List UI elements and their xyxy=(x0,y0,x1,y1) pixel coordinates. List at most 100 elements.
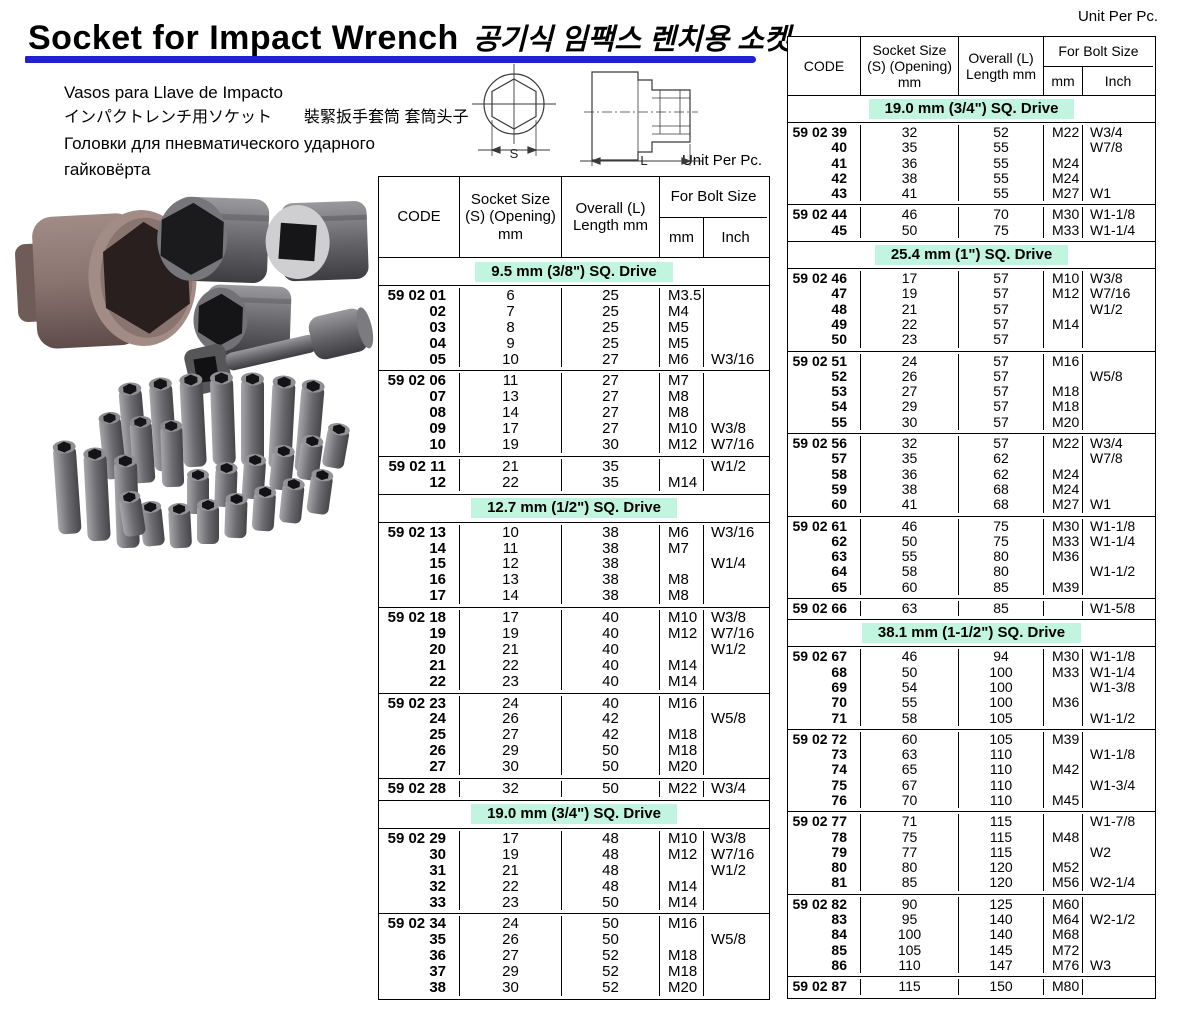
bolt-mm-cell: M33 xyxy=(1044,533,1083,550)
socket-size-cell: 58 xyxy=(861,564,959,580)
overall-length-cell: 40 xyxy=(562,610,660,627)
socket-size-cell: 13 xyxy=(460,572,562,589)
bolt-inch-cell: W5/8 xyxy=(1090,367,1123,384)
bolt-mm-cell: M20 xyxy=(660,980,704,996)
overall-length-cell: 57 xyxy=(959,316,1044,333)
drive-section-label: 19.0 mm (3/4") SQ. Drive xyxy=(868,99,1075,119)
bolt-inch-cell: W7/16 xyxy=(1090,285,1131,302)
bolt-mm-cell xyxy=(1044,332,1083,348)
socket-size-cell: 110 xyxy=(861,957,959,974)
bolt-inch-cell: W1 xyxy=(1090,185,1111,202)
header-bolt-size: For Bolt Size mm Inch xyxy=(660,177,767,257)
table-row: 24 26 42 W5/8 xyxy=(379,711,769,728)
table-row: 41 36 55 M24 xyxy=(788,155,1155,171)
bolt-mm-cell: M39 xyxy=(1044,579,1083,596)
bolt-inch-cell xyxy=(1083,927,1153,942)
bolt-mm-cell: M27 xyxy=(1044,496,1083,513)
code-cell: 57 xyxy=(788,451,861,467)
overall-length-cell: 125 xyxy=(959,896,1044,913)
code-cell: 58 xyxy=(788,466,861,482)
overall-length-cell: 48 xyxy=(562,831,660,847)
overall-length-cell: 48 xyxy=(562,878,660,895)
bolt-mm-cell xyxy=(1044,368,1083,385)
overall-length-cell: 70 xyxy=(959,207,1044,223)
socket-size-cell: 17 xyxy=(460,610,562,627)
socket-size-cell: 54 xyxy=(861,679,959,696)
header-socket-size-line1: Socket Size xyxy=(470,191,551,209)
socket-size-cell: 46 xyxy=(861,518,959,534)
socket-size-cell: 10 xyxy=(460,351,562,368)
code-cell: 30 xyxy=(379,846,460,863)
code-cell: 24 xyxy=(379,711,460,728)
overall-length-cell: 55 xyxy=(959,185,1044,202)
table-row: 59 02 56 32 57 M22 W3/4 xyxy=(788,435,1155,452)
bolt-inch-cell: W3/16 xyxy=(711,523,755,541)
bolt-inch-cell xyxy=(1083,332,1153,347)
bolt-inch-cell xyxy=(704,304,767,320)
socket-size-cell: 105 xyxy=(861,942,959,958)
code-group: 59 02 87 115 150 M80 xyxy=(788,977,1155,997)
bolt-inch-cell xyxy=(704,541,767,557)
bolt-mm-cell: M22 xyxy=(1044,124,1083,141)
overall-length-cell: 105 xyxy=(959,710,1044,726)
unit-per-pc-label-middle: Unit Per Pc. xyxy=(681,152,762,169)
bolt-inch-cell xyxy=(704,980,767,996)
table-row: 14 11 38 M7 xyxy=(379,540,769,557)
code-cell: 09 xyxy=(379,421,460,438)
header-overall-line1: Overall (L) xyxy=(575,199,646,217)
table-row: 59 02 13 10 38 M6 W3/16 xyxy=(379,523,769,541)
table-row: 42 38 55 M24 xyxy=(788,170,1155,187)
table-row: 49 22 57 M14 xyxy=(788,316,1155,333)
socket-size-cell: 50 xyxy=(861,222,959,239)
overall-length-cell: 145 xyxy=(959,942,1044,958)
code-cell: 31 xyxy=(379,862,460,879)
bolt-mm-cell: M20 xyxy=(660,759,704,776)
bolt-inch-cell xyxy=(704,674,767,690)
bolt-inch-cell xyxy=(1083,156,1153,171)
dimension-s-label: S xyxy=(510,146,519,161)
socket-size-cell: 19 xyxy=(861,286,959,302)
bolt-inch-cell: W2-1/4 xyxy=(1090,874,1136,891)
bolt-inch-cell xyxy=(1083,793,1153,808)
code-cell: 03 xyxy=(379,319,460,336)
bolt-mm-cell: M48 xyxy=(1044,829,1083,845)
bolt-mm-cell: M3.5 xyxy=(660,288,704,304)
bolt-inch-cell: W3/4 xyxy=(1090,435,1123,452)
socket-size-cell: 6 xyxy=(460,288,562,304)
overall-length-cell: 40 xyxy=(562,642,660,658)
header-overall-line2: Length mm xyxy=(965,66,1037,82)
bolt-mm-cell: M39 xyxy=(1044,731,1083,748)
code-group: 59 02 29 17 48 M10 W3/8 30 19 48 M12 W7/16 31 21 48 W… xyxy=(379,829,769,915)
socket-size-cell: 23 xyxy=(861,331,959,348)
bolt-mm-cell: M10 xyxy=(1044,270,1083,287)
bolt-mm-cell: M30 xyxy=(1044,518,1083,534)
subtitle-japanese-chinese: インパクトレンチ用ソケット 裝緊扳手套筒 套筒头子 xyxy=(64,109,469,127)
overall-length-cell: 110 xyxy=(959,762,1044,778)
socket-size-cell: 9 xyxy=(460,335,562,352)
bolt-inch-cell xyxy=(704,389,767,405)
socket-size-cell: 22 xyxy=(460,657,562,674)
overall-length-cell: 27 xyxy=(562,421,660,438)
overall-length-cell: 38 xyxy=(562,556,660,573)
bolt-mm-cell: M18 xyxy=(660,743,704,760)
overall-length-cell: 25 xyxy=(562,288,660,304)
code-group: 59 02 46 17 57 M10 W3/8 47 19 57 M12 W7/16 48 21 57 W… xyxy=(788,269,1155,352)
overall-length-cell: 57 xyxy=(959,414,1044,431)
table-row: 59 02 51 24 57 M16 xyxy=(788,353,1155,369)
header-code: CODE xyxy=(788,37,861,95)
overall-length-cell: 80 xyxy=(959,564,1044,580)
code-group: 59 02 77 71 115 W1-7/8 78 75 115 M48 79 77 115 W2 80… xyxy=(788,812,1155,895)
subtitle-block: Vasos para Llave de Impacto インパクトレンチ用ソケッ… xyxy=(64,80,468,184)
bolt-inch-cell xyxy=(704,916,767,932)
photo-medium-socket-hex xyxy=(157,196,270,284)
bolt-inch-cell: W3/8 xyxy=(1090,270,1123,287)
table-row: 27 30 50 M20 xyxy=(379,759,769,776)
photo-socket-set xyxy=(52,371,351,549)
table-row: 35 26 50 W5/8 xyxy=(379,932,769,949)
table-row: 84 100 140 M68 xyxy=(788,927,1155,943)
code-cell: 68 xyxy=(788,664,861,680)
overall-length-cell: 40 xyxy=(562,695,660,712)
table-row: 09 17 27 M10 W3/8 xyxy=(379,421,769,438)
bolt-mm-cell: M12 xyxy=(660,437,704,453)
bolt-mm-cell: M24 xyxy=(1044,481,1083,498)
